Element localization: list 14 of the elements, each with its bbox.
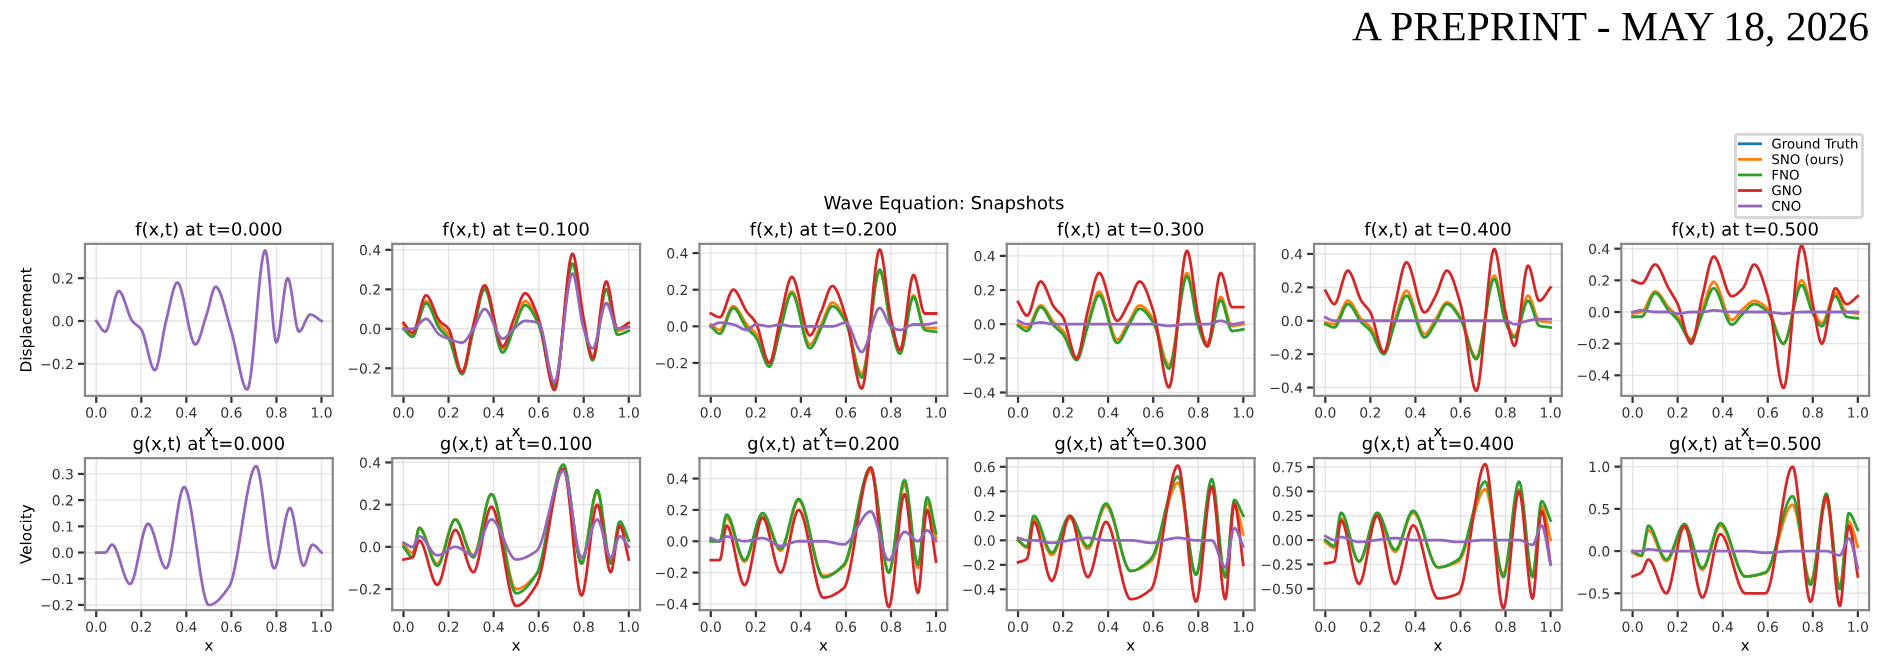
chart-title: f(x,t) at t=0.300	[1057, 221, 1204, 238]
chart-title: f(x,t) at t=0.200	[750, 221, 896, 238]
chart-title: f(x,t) at t=0.400	[1364, 221, 1511, 238]
chart-title: g(x,t) at t=0.100	[440, 436, 592, 454]
chart-title: g(x,t) at t=0.300	[1055, 436, 1206, 454]
text: A PREPRINT - MAY 18, 2026	[1352, 12, 1868, 47]
text: Wave Equation: Snapshots	[824, 195, 1064, 214]
chart-title: f(x,t) at t=0.100	[442, 221, 589, 238]
chart-title: g(x,t) at t=0.400	[1362, 436, 1514, 454]
chart-title: g(x,t) at t=0.000	[133, 436, 284, 454]
chart-title: g(x,t) at t=0.500	[1669, 436, 1821, 454]
chart-title: f(x,t) at t=0.000	[135, 221, 282, 238]
chart-title: f(x,t) at t=0.500	[1671, 221, 1818, 238]
chart-title: g(x,t) at t=0.200	[748, 436, 899, 454]
